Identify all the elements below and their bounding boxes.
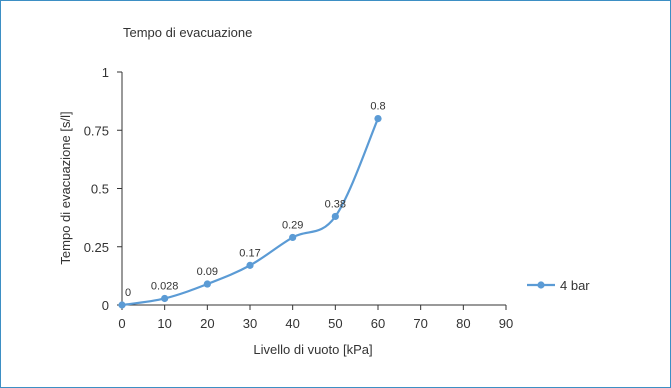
x-tick-label: 60 [371,316,385,331]
data-point [289,233,297,242]
data-point [246,261,254,269]
y-tick-label: 0.25 [84,240,109,255]
y-tick-label: 0.75 [84,123,109,138]
x-tick-label: 80 [456,316,470,331]
data-label: 0.29 [282,219,303,231]
y-tick-label: 0.5 [91,182,109,197]
y-tick-label: 1 [102,65,109,80]
x-tick-label: 20 [200,316,214,331]
series-line [121,118,380,307]
x-tick-label: 0 [118,316,125,331]
data-label: 0 [125,287,131,299]
data-point [118,301,126,309]
legend-label: 4 bar [560,278,590,293]
data-point [161,294,169,303]
series-group [118,115,382,309]
y-tick-labels: 0 0.25 0.5 0.75 1 [84,65,122,313]
data-label: 0.8 [370,101,385,113]
y-axis-label: Tempo di evacuazione [s/l] [58,111,73,264]
legend: 4 bar [527,278,590,293]
x-axis-label: Livello di vuoto [kPa] [253,342,372,357]
x-tick-label: 70 [413,316,427,331]
data-label: 0.09 [197,266,218,278]
x-tick-label: 90 [499,316,513,331]
data-point [203,280,211,288]
chart-axes [121,72,506,306]
data-point [331,212,339,221]
x-tick-labels: 0 10 20 30 40 50 60 70 80 90 [118,305,513,331]
chart-title: Tempo di evacuazione [123,25,253,40]
legend-marker [537,281,545,289]
x-tick-label: 30 [243,316,257,331]
data-labels: 0 0.028 0.09 0.17 0.29 0.38 0.8 [125,101,386,299]
data-label: 0.38 [325,198,346,210]
x-tick-label: 10 [157,316,171,331]
data-point [374,115,382,123]
x-tick-label: 40 [285,316,299,331]
data-label: 0.17 [239,247,260,259]
data-label: 0.028 [151,280,179,292]
x-tick-label: 50 [328,316,342,331]
y-tick-label: 0 [102,298,109,313]
